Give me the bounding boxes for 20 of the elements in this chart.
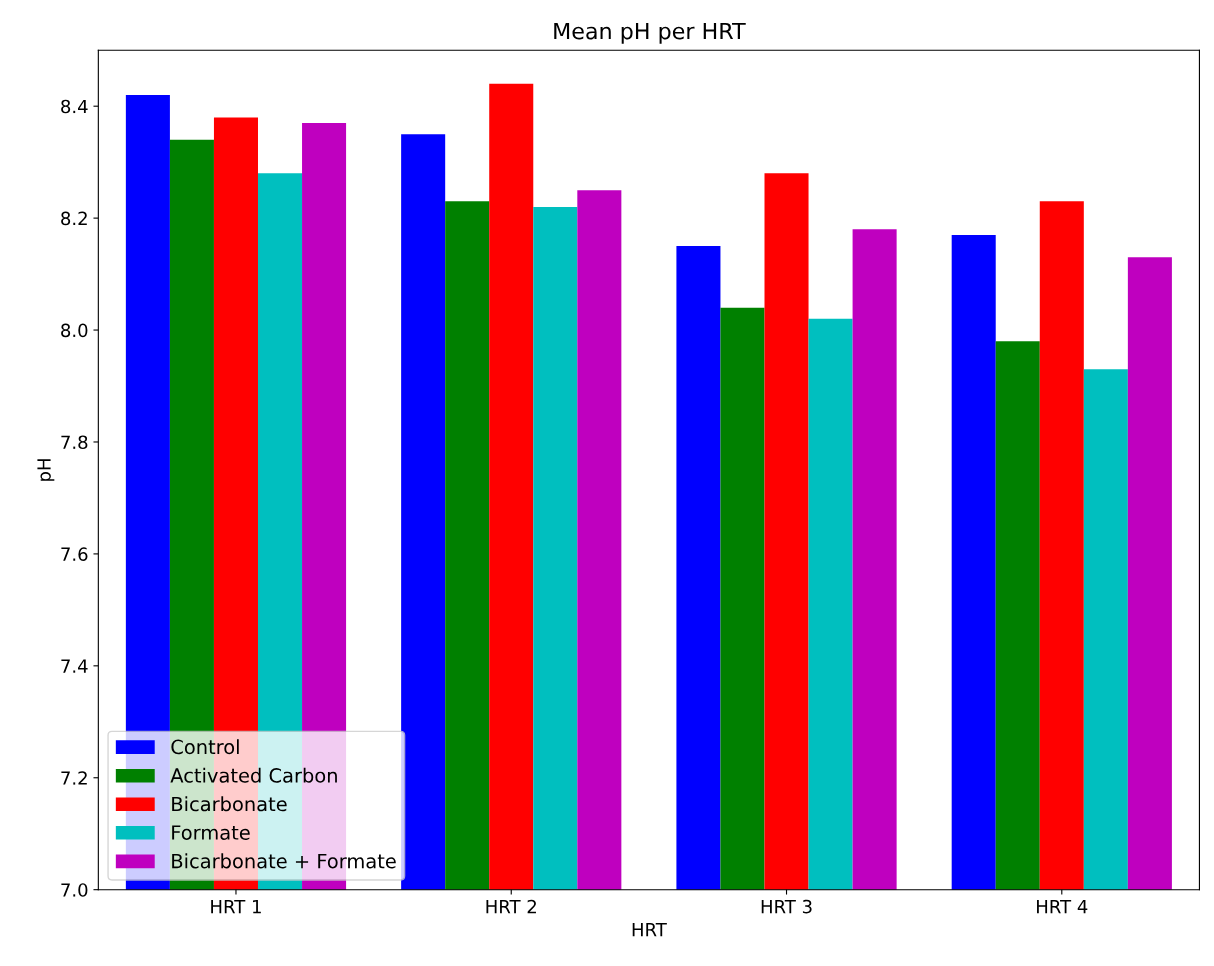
y-tick-label: 7.8 bbox=[61, 435, 88, 450]
x-tick-label: HRT 2 bbox=[486, 899, 536, 914]
y-tick-label: 8.2 bbox=[61, 211, 87, 226]
legend-label: Formate bbox=[172, 825, 250, 840]
y-tick-label: 7.4 bbox=[61, 659, 88, 673]
chart-title: Mean pH per HRT bbox=[554, 22, 746, 44]
legend-label: Bicarbonate bbox=[172, 796, 287, 812]
y-tick-label: 8.0 bbox=[61, 323, 88, 338]
y-axis-title: pH bbox=[37, 459, 55, 481]
legend-label: Activated Carbon bbox=[170, 767, 337, 783]
y-tick-label: 7.6 bbox=[61, 547, 88, 562]
x-tick-label: HRT 4 bbox=[1037, 899, 1088, 914]
y-tick-label: 8.4 bbox=[61, 99, 88, 114]
x-axis-title: HRT bbox=[632, 922, 667, 937]
x-tick-label: HRT 1 bbox=[211, 899, 261, 914]
legend-label: Bicarbonate + Formate bbox=[172, 853, 396, 869]
x-tick-label: HRT 3 bbox=[761, 899, 812, 914]
legend-label: Control bbox=[171, 739, 239, 755]
y-tick-label: 7.2 bbox=[61, 771, 87, 785]
y-tick-label: 7.0 bbox=[61, 883, 88, 897]
